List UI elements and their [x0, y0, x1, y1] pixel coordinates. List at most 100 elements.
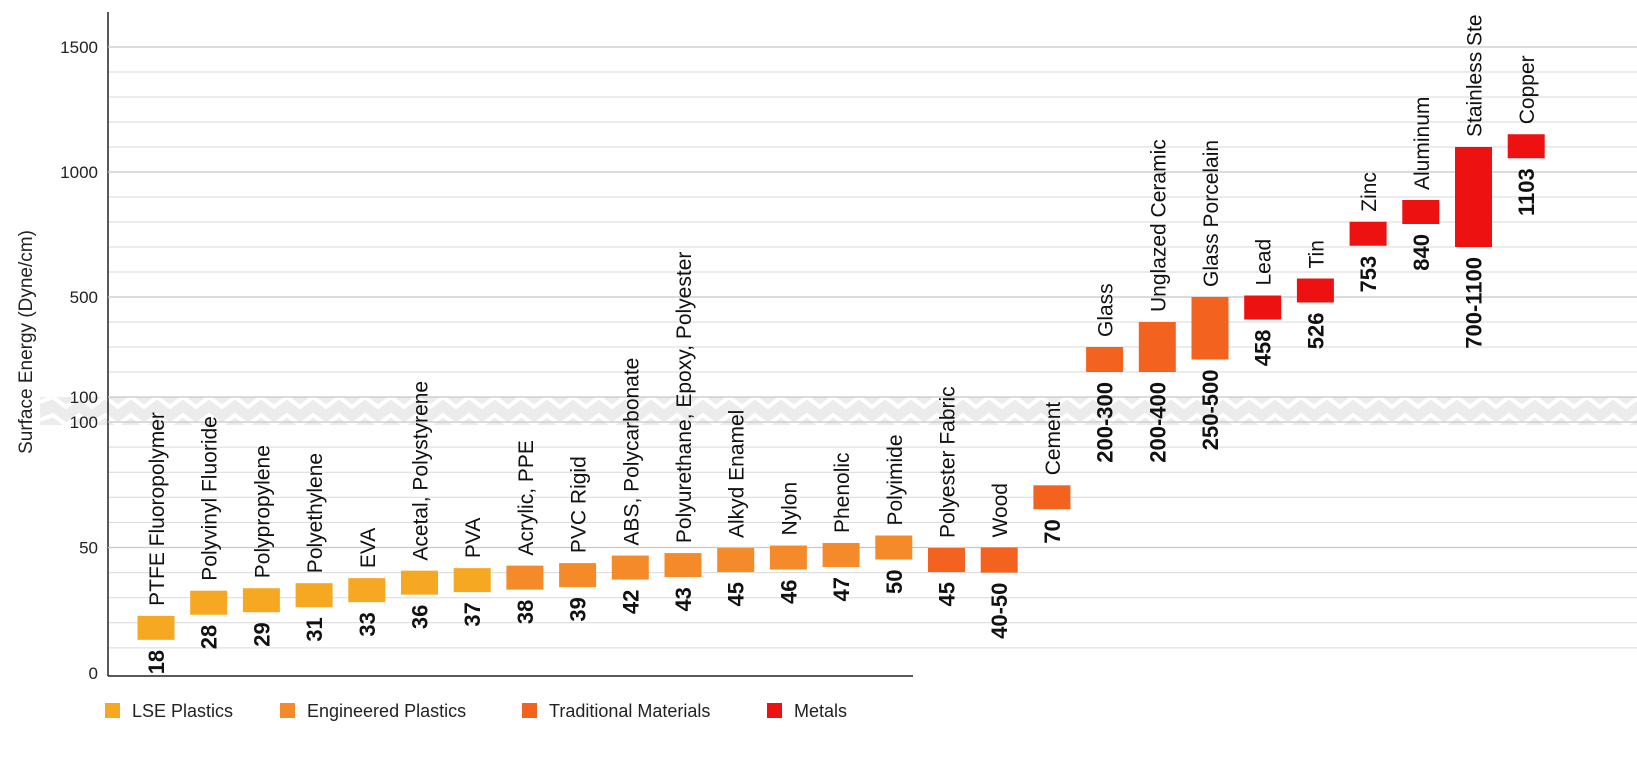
- bar: [1402, 200, 1440, 224]
- category-label: Tin: [1305, 240, 1328, 268]
- category-label: PTFE Fluoropolymer: [146, 412, 169, 606]
- value-label: 36: [408, 605, 433, 629]
- value-label: 70: [1040, 519, 1065, 543]
- category-label: Copper: [1516, 55, 1539, 124]
- category-label: Unglazed Ceramic: [1147, 139, 1170, 312]
- legend-label: Traditional Materials: [549, 701, 710, 721]
- value-label: 38: [513, 600, 538, 624]
- value-label: 45: [935, 582, 960, 606]
- category-label: Nylon: [778, 482, 801, 536]
- value-label: 18: [144, 650, 169, 674]
- category-label: PVC Rigid: [568, 456, 591, 553]
- bar: [1349, 221, 1387, 246]
- bar: [506, 565, 544, 590]
- bar: [1191, 297, 1229, 360]
- bar: [242, 588, 280, 613]
- bar: [1086, 347, 1124, 372]
- value-label: 33: [355, 612, 380, 636]
- y-tick-label: 500: [70, 288, 98, 307]
- gridlines: [108, 46, 1637, 649]
- legend-swatch: [522, 703, 537, 718]
- category-label: Stainless Ste: [1464, 14, 1487, 137]
- category-label: Glass: [1095, 283, 1118, 337]
- value-label: 37: [460, 602, 485, 626]
- category-label: Aluminum: [1411, 97, 1434, 190]
- y-tick-label: 1500: [60, 38, 98, 57]
- category-label: EVA: [357, 528, 380, 568]
- legend-label: LSE Plastics: [132, 701, 233, 721]
- category-label: Polyvinyl Fluoride: [199, 416, 222, 581]
- value-label: 40-50: [987, 583, 1012, 639]
- value-label: 31: [302, 617, 327, 641]
- category-label: Polypropylene: [251, 445, 274, 578]
- bar-labels: PTFE Fluoropolymer 18 Polyvinyl Fluoride 28…: [144, 14, 1539, 674]
- legend-label: Metals: [794, 701, 847, 721]
- category-label: Polyurethane, Epoxy, Polyester: [673, 252, 696, 543]
- bar: [1296, 278, 1334, 303]
- bar: [1138, 322, 1176, 372]
- bar: [401, 570, 438, 595]
- category-label: Cement: [1042, 402, 1065, 476]
- value-label: 526: [1303, 313, 1328, 350]
- legend-swatch: [767, 703, 782, 718]
- value-label: 200-300: [1093, 382, 1118, 463]
- axis-break: [39, 394, 1637, 428]
- category-label: ABS, Polycarbonate: [620, 358, 643, 546]
- value-label: 840: [1409, 234, 1434, 271]
- category-label: PVA: [462, 518, 485, 558]
- category-label: Acrylic, PPE: [515, 440, 538, 556]
- value-label: 200-400: [1145, 382, 1170, 463]
- category-label: Phenolic: [831, 452, 854, 533]
- bar: [717, 548, 755, 573]
- category-label: Alkyd Enamel: [726, 410, 749, 538]
- bar: [875, 535, 913, 560]
- legend-label: Engineered Plastics: [307, 701, 466, 721]
- value-label: 458: [1251, 330, 1276, 367]
- value-label: 45: [724, 582, 749, 606]
- y-tick-label: 100: [70, 413, 98, 432]
- bar: [190, 590, 228, 615]
- category-label: Zinc: [1358, 172, 1381, 212]
- value-label: 250-500: [1198, 370, 1223, 451]
- legend-swatch: [280, 703, 295, 718]
- legend: LSE Plastics Engineered Plastics Tradition…: [105, 701, 847, 721]
- value-label: 50: [882, 570, 907, 594]
- bar: [137, 615, 175, 640]
- bar: [1244, 295, 1282, 320]
- value-label: 42: [618, 590, 643, 614]
- bar: [1455, 147, 1492, 247]
- category-label: Polyimide: [884, 434, 907, 525]
- category-label: Polyester Fabric: [937, 386, 960, 538]
- value-label: 47: [829, 577, 854, 601]
- y-tick-label: 50: [79, 539, 98, 558]
- bar: [559, 563, 597, 588]
- value-label: 28: [197, 625, 222, 649]
- y-tick-label: 1000: [60, 163, 98, 182]
- bar: [769, 545, 807, 570]
- value-label: 753: [1356, 256, 1381, 293]
- y-axis-label: Surface Energy (Dyne/cm): [16, 230, 37, 454]
- category-label: Wood: [989, 483, 1012, 537]
- category-label: Polyethylene: [304, 453, 327, 573]
- bar: [980, 547, 1018, 573]
- legend-swatch: [105, 703, 120, 718]
- bar: [928, 548, 965, 573]
- bar: [348, 578, 386, 603]
- value-label: 1103: [1514, 168, 1539, 216]
- y-axis: 100 500 1000 1500 0 50 100: [60, 12, 1637, 683]
- bar: [453, 568, 491, 593]
- bar: [1507, 134, 1545, 159]
- value-label: 39: [566, 597, 591, 621]
- bar: [611, 555, 649, 580]
- bar: [664, 553, 702, 578]
- category-label: Glass Porcelain: [1200, 140, 1223, 287]
- bars: [137, 134, 1545, 640]
- bar: [295, 583, 333, 608]
- y-tick-label: 100: [70, 388, 98, 407]
- value-label: 46: [776, 580, 801, 604]
- value-label: 700-1100: [1462, 257, 1487, 349]
- category-label: Acetal, Polystyrene: [410, 381, 433, 561]
- bar: [822, 543, 860, 568]
- category-label: Lead: [1253, 239, 1276, 286]
